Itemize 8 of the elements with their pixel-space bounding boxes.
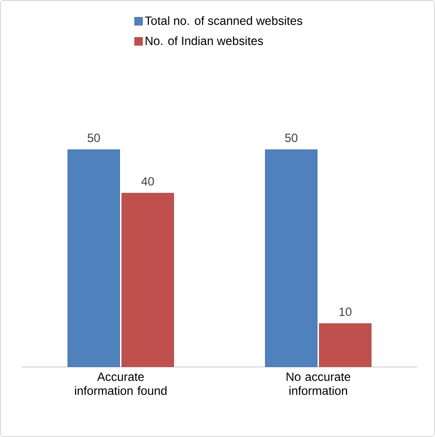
x-tick-label: Accurate information found xyxy=(75,372,166,395)
data-label: 40 xyxy=(141,177,154,186)
data-label: 10 xyxy=(340,308,352,316)
legend-label: No. of Indian websites xyxy=(146,36,264,46)
data-label: 50 xyxy=(88,134,100,142)
data-label: 50 xyxy=(285,134,298,142)
legend-label: Total no. of scanned websites xyxy=(144,16,302,25)
x-tick-label: No accurate information xyxy=(286,372,350,395)
